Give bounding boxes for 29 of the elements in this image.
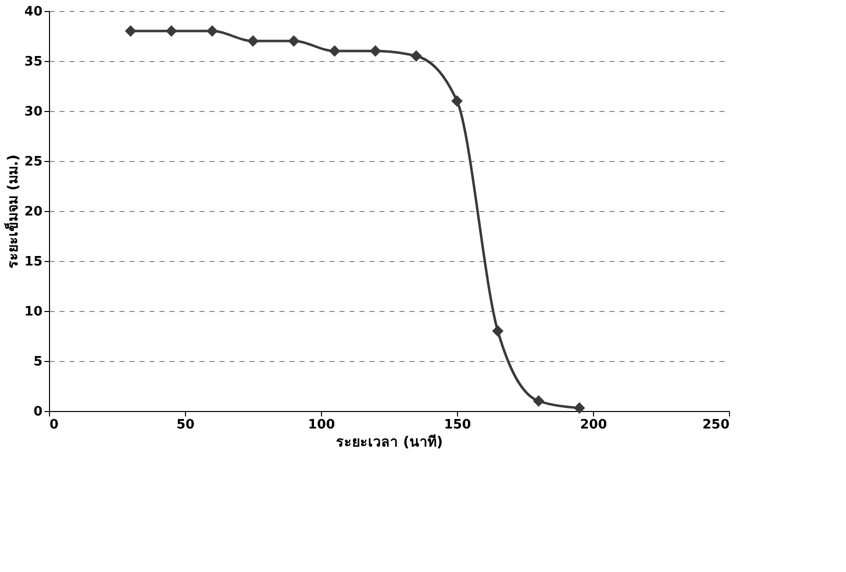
point [124, 25, 136, 37]
point [532, 395, 544, 407]
x-tick-label: 0 [50, 418, 59, 432]
point [328, 45, 340, 57]
x-tick-label: 150 [444, 418, 472, 432]
point [288, 35, 300, 47]
x-tick-label: 200 [580, 418, 608, 432]
point [166, 25, 178, 37]
y-tick-label: 0 [33, 404, 42, 420]
x-axis-title: ระยะเวลา (นาที) [336, 434, 443, 450]
y-tick-label: 5 [33, 354, 42, 370]
point [574, 402, 586, 414]
y-tick-label: 10 [24, 304, 42, 320]
y-tick-label: 30 [24, 104, 42, 120]
y-axis-title: ระยะเข็มจม (มม.) [3, 154, 22, 268]
point [410, 50, 422, 62]
x-tick-label: 50 [176, 418, 195, 432]
point [370, 45, 382, 57]
y-tick-label: 40 [24, 4, 42, 20]
y-tick-label: 15 [24, 254, 42, 270]
point [492, 325, 504, 337]
y-tick-label: 35 [24, 54, 42, 70]
point [247, 35, 259, 47]
point [451, 95, 463, 107]
x-tick-label: 250 [702, 418, 730, 432]
x-tick-label: 100 [308, 418, 336, 432]
y-tick-label: 20 [24, 204, 42, 220]
y-tick-label: 25 [24, 154, 42, 170]
point [206, 25, 218, 37]
